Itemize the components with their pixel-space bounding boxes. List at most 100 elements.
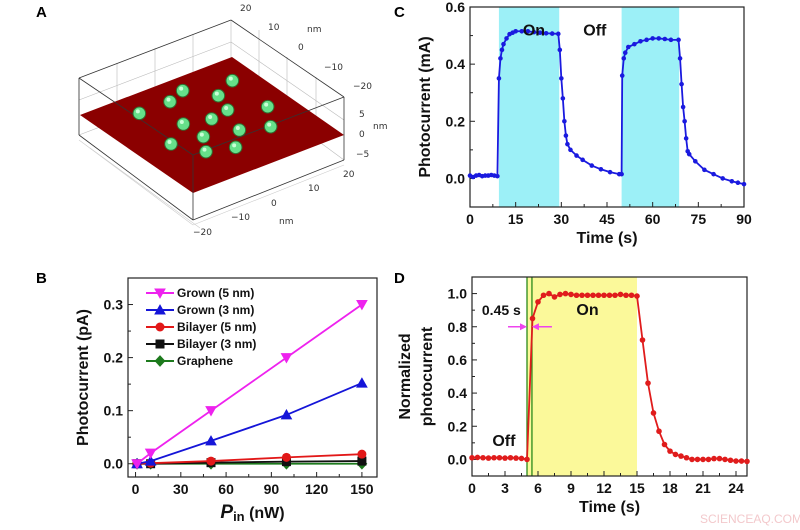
x-axis-unit-label: nm bbox=[279, 217, 293, 227]
x-tick-label: 21 bbox=[695, 480, 711, 496]
x-tick-label: 30 bbox=[554, 211, 570, 227]
data-point-circle bbox=[562, 290, 569, 297]
x-tick-label: 15 bbox=[629, 480, 645, 496]
z-axis-tick-label: 0 bbox=[359, 130, 365, 140]
x-tick-label: 120 bbox=[305, 481, 329, 497]
nanodot-sphere bbox=[132, 106, 147, 121]
data-point-circle bbox=[692, 158, 698, 164]
data-point-circle bbox=[738, 458, 745, 464]
data-point-circle bbox=[632, 41, 637, 47]
nanodot-highlight bbox=[214, 91, 219, 96]
chart-b bbox=[127, 277, 378, 478]
data-point-circle bbox=[621, 56, 627, 61]
data-point-circle bbox=[559, 76, 564, 81]
data-point-circle bbox=[555, 31, 561, 37]
nanodot-highlight bbox=[208, 115, 213, 119]
data-point-circle bbox=[531, 29, 537, 35]
data-point-circle bbox=[495, 173, 500, 179]
data-point-circle bbox=[507, 454, 514, 461]
y-axis-tick-label: 0 bbox=[298, 43, 304, 53]
y-axis-label: Photocurrent (mA) bbox=[417, 36, 434, 177]
data-point-circle bbox=[498, 56, 503, 61]
x-tick-label: 150 bbox=[350, 481, 374, 497]
data-point-circle bbox=[563, 133, 569, 138]
data-point-circle bbox=[741, 181, 747, 187]
data-point-circle bbox=[733, 458, 739, 464]
y-axis-tick-label: −10 bbox=[324, 63, 343, 73]
data-point-circle bbox=[702, 167, 707, 173]
nanodot-sphere bbox=[204, 112, 219, 126]
legend-label: Bilayer (5 nm) bbox=[177, 320, 256, 334]
data-point-circle bbox=[519, 28, 525, 34]
data-point-circle bbox=[540, 292, 547, 299]
data-point-circle bbox=[491, 454, 497, 461]
y-tick-label: 1.0 bbox=[448, 286, 468, 302]
data-point-circle bbox=[619, 73, 625, 78]
nanodot-highlight bbox=[179, 86, 184, 91]
data-point-circle bbox=[568, 147, 573, 153]
y-tick-label: 0.3 bbox=[104, 297, 124, 313]
data-point-circle bbox=[656, 36, 662, 41]
data-point-circle bbox=[639, 337, 646, 343]
data-point-circle bbox=[617, 291, 624, 298]
plot-frame bbox=[127, 277, 378, 478]
x-tick-label: 60 bbox=[218, 481, 234, 497]
data-point-circle bbox=[711, 171, 716, 177]
data-point-triangle-down bbox=[131, 459, 143, 470]
data-point-circle bbox=[680, 104, 686, 110]
data-point-circle bbox=[662, 36, 668, 42]
y-tick-label: 0.0 bbox=[104, 456, 124, 472]
data-point-circle bbox=[580, 157, 585, 163]
x-axis-tick-label: 20 bbox=[343, 170, 355, 180]
panel-label-b: B bbox=[36, 270, 47, 287]
x-tick-label: 0 bbox=[466, 211, 474, 227]
chart-c bbox=[467, 6, 747, 208]
data-point-circle bbox=[678, 453, 684, 459]
data-point-circle bbox=[645, 380, 651, 386]
legend-label: Graphene bbox=[177, 354, 233, 368]
data-point-circle bbox=[557, 291, 563, 298]
data-point-circle bbox=[677, 56, 683, 61]
y-axis-tick-label: 10 bbox=[268, 23, 280, 33]
nanodot-sphere bbox=[176, 117, 191, 131]
box-edge bbox=[89, 147, 201, 229]
data-point-circle bbox=[502, 455, 508, 461]
watermark: SCIENCEAQ.COM bbox=[700, 512, 800, 526]
nanodot-highlight bbox=[202, 147, 207, 152]
data-point-circle bbox=[607, 169, 613, 175]
y-axis-tick-label: −20 bbox=[353, 82, 372, 92]
y-axis-label: Normalized bbox=[397, 333, 414, 419]
nanodot-highlight bbox=[232, 143, 237, 148]
data-point-circle bbox=[513, 455, 519, 461]
box-edge bbox=[192, 159, 345, 221]
y-tick-label: 0.0 bbox=[448, 451, 468, 467]
data-point-circle bbox=[606, 292, 613, 299]
data-point-circle bbox=[574, 153, 579, 158]
nanodot-highlight bbox=[199, 132, 204, 137]
nanodot-sphere bbox=[164, 137, 178, 151]
panel-label-a: A bbox=[36, 4, 47, 21]
data-point-circle bbox=[565, 141, 570, 147]
y-tick-label: 0.2 bbox=[448, 418, 468, 434]
illumination-shaded-region bbox=[498, 7, 560, 207]
z-axis-tick-label: 5 bbox=[359, 110, 365, 120]
nanodot-sphere bbox=[196, 129, 211, 144]
data-point-circle bbox=[735, 180, 741, 186]
y-tick-label: 0.1 bbox=[104, 403, 124, 419]
data-point-circle bbox=[589, 163, 595, 168]
data-point-circle bbox=[549, 31, 555, 36]
x-tick-label: 60 bbox=[645, 211, 661, 227]
annotation-label: Off bbox=[583, 23, 607, 40]
nanodot-sphere bbox=[175, 83, 190, 98]
data-point-circle bbox=[676, 37, 681, 43]
nanodot-highlight bbox=[228, 76, 233, 81]
data-point-triangle-up bbox=[280, 409, 293, 420]
nanodot-highlight bbox=[235, 126, 240, 130]
data-point-circle bbox=[557, 47, 563, 53]
y-tick-label: 0.2 bbox=[104, 350, 124, 366]
data-point-circle bbox=[720, 176, 725, 181]
nanodot-highlight bbox=[166, 97, 171, 102]
box-edge bbox=[192, 164, 345, 226]
x-tick-label: 0 bbox=[132, 481, 140, 497]
